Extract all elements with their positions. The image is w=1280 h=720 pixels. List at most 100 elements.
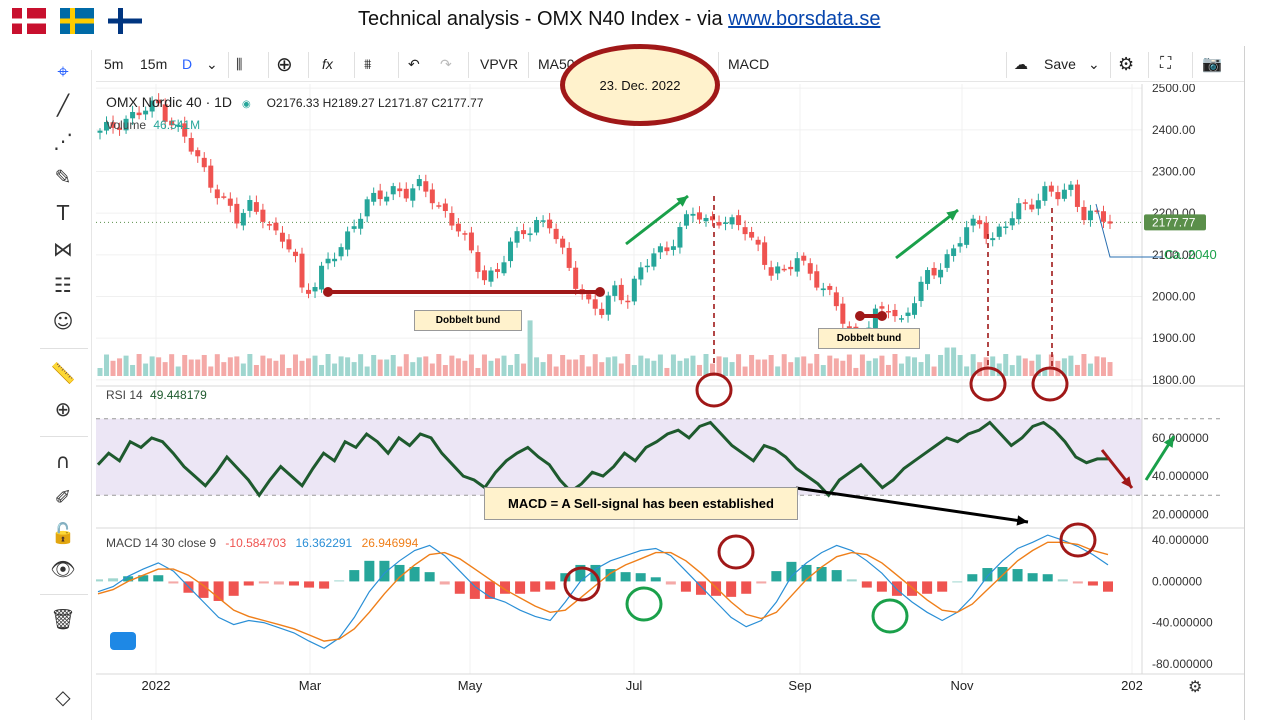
candle-body bbox=[169, 120, 175, 126]
rsi-tick-label: 60.000000 bbox=[1152, 431, 1209, 445]
forecast-icon[interactable]: ☷ bbox=[54, 273, 72, 297]
volume-bar bbox=[475, 367, 481, 376]
trend-line-icon[interactable]: ╱ bbox=[56, 93, 70, 117]
last-price-label: 2177.77 bbox=[1152, 215, 1196, 229]
macd-histogram-bar bbox=[243, 581, 254, 586]
macd-series-line bbox=[97, 534, 1109, 649]
macd-histogram-bar bbox=[153, 575, 164, 582]
ruler-icon[interactable]: 📏 bbox=[50, 361, 76, 385]
candle-body bbox=[319, 265, 325, 290]
macd-histogram-bar bbox=[665, 581, 676, 585]
candle-body bbox=[221, 196, 227, 198]
trash-icon[interactable]: 🗑 bbox=[50, 607, 76, 631]
layers-icon[interactable]: ◇ bbox=[55, 685, 71, 709]
volume-bar bbox=[560, 354, 566, 376]
volume-bar bbox=[332, 363, 338, 376]
magnet-icon[interactable]: ∩ bbox=[55, 449, 71, 473]
chevron-down-icon[interactable]: ⌄ bbox=[206, 55, 218, 72]
macd-tick-label: -40.000000 bbox=[1152, 616, 1213, 630]
candle-body bbox=[442, 203, 448, 212]
volume-bar bbox=[644, 358, 650, 376]
fullscreen-icon[interactable]: ⛶ bbox=[1160, 55, 1172, 72]
page-title-text: Technical analysis - OMX N40 Index - via bbox=[358, 8, 729, 30]
volume-bar bbox=[182, 354, 188, 376]
candle-body bbox=[592, 299, 598, 309]
add-compare-icon[interactable]: ⊕ bbox=[276, 53, 293, 76]
interval-d[interactable]: D bbox=[182, 56, 193, 72]
volume-bar bbox=[905, 356, 911, 376]
candle-body bbox=[644, 265, 650, 268]
interval-5m[interactable]: 5m bbox=[104, 56, 124, 72]
macd-histogram-bar bbox=[454, 581, 465, 594]
candle-body bbox=[970, 218, 976, 226]
save-menu-chevron-icon[interactable]: ⌄ bbox=[1088, 55, 1100, 72]
macd-histogram-bar bbox=[620, 572, 631, 582]
volume-bar bbox=[925, 354, 931, 376]
candle-body bbox=[736, 215, 742, 226]
unlock-icon[interactable]: 🔓 bbox=[50, 521, 76, 545]
interval-15m[interactable]: 15m bbox=[140, 56, 168, 72]
candle-body bbox=[240, 212, 246, 226]
candle-body bbox=[286, 239, 292, 250]
candle-body bbox=[1003, 226, 1009, 229]
macd-histogram-bar bbox=[982, 568, 993, 582]
eye-icon[interactable]: 👁 bbox=[50, 557, 76, 581]
candle-body bbox=[403, 188, 409, 199]
emoji-icon[interactable]: ☺ bbox=[52, 309, 74, 333]
volume-bar bbox=[403, 354, 409, 376]
candle-type-icon[interactable]: ⫼ bbox=[236, 55, 243, 72]
macd-histogram-bar bbox=[922, 581, 933, 594]
indicator-vpvr[interactable]: VPVR bbox=[480, 56, 519, 72]
fib-tool-icon[interactable]: ⋰ bbox=[53, 129, 73, 153]
cloud-icon[interactable]: ☁ bbox=[1014, 55, 1028, 72]
volume-bar bbox=[898, 363, 904, 376]
candle-body bbox=[618, 284, 624, 301]
volume-bar bbox=[208, 366, 214, 376]
macd-histogram-bar bbox=[1027, 573, 1038, 582]
candle-body bbox=[136, 112, 142, 116]
double-bottom-dot bbox=[595, 287, 605, 297]
candle-body bbox=[801, 255, 807, 261]
brush-icon[interactable]: ✎ bbox=[54, 165, 72, 189]
candle-body bbox=[599, 308, 605, 315]
volume-bar bbox=[123, 355, 129, 376]
candle-body bbox=[188, 138, 194, 152]
macd-histogram-bar bbox=[334, 580, 345, 582]
volume-bar bbox=[149, 356, 155, 376]
volume-bar bbox=[195, 359, 201, 376]
indicator-macd[interactable]: MACD bbox=[728, 56, 770, 72]
borsdata-link[interactable]: www.borsdata.se bbox=[728, 8, 881, 30]
chart-area[interactable]: 60.000000 40.000000 20.000000 40.000000 0.0… bbox=[93, 81, 1244, 720]
candle-body bbox=[332, 258, 338, 262]
volume-bar bbox=[677, 360, 683, 376]
candle-body bbox=[162, 104, 168, 122]
indicators-icon[interactable]: fx bbox=[322, 56, 333, 72]
templates-icon[interactable]: ⩩ bbox=[364, 55, 372, 72]
candle-body bbox=[117, 127, 123, 130]
volume-bar bbox=[775, 366, 781, 376]
volume-bar bbox=[188, 359, 194, 376]
date-ellipse: 23. Dec. 2022 bbox=[560, 44, 720, 126]
volume-bar bbox=[214, 354, 220, 376]
undo-icon[interactable]: ↶ bbox=[408, 55, 420, 72]
save-button[interactable]: Save bbox=[1044, 56, 1076, 72]
candle-body bbox=[716, 222, 722, 226]
volume-bar bbox=[736, 354, 742, 376]
volume-bar bbox=[807, 363, 813, 376]
volume-bar bbox=[117, 358, 123, 376]
volume-bar bbox=[279, 354, 285, 376]
candle-body bbox=[227, 198, 233, 206]
pattern-icon[interactable]: ⋈ bbox=[53, 237, 73, 261]
macd-histogram-bar bbox=[1087, 581, 1098, 586]
redo-icon[interactable]: ↷ bbox=[440, 55, 452, 72]
settings-gear-icon[interactable]: ⚙ bbox=[1118, 53, 1135, 74]
crosshair-icon[interactable]: ⌖ bbox=[57, 59, 69, 83]
macd-histogram-bar bbox=[831, 570, 842, 582]
candle-body bbox=[1087, 210, 1093, 221]
candle-body bbox=[794, 258, 800, 272]
camera-icon[interactable]: 📷 bbox=[1202, 56, 1222, 73]
zoom-icon[interactable]: ⊕ bbox=[54, 397, 72, 421]
volume-bar bbox=[488, 360, 494, 376]
lock-drawing-icon[interactable]: ✐ bbox=[54, 485, 72, 509]
text-tool-icon[interactable]: T bbox=[56, 201, 70, 225]
